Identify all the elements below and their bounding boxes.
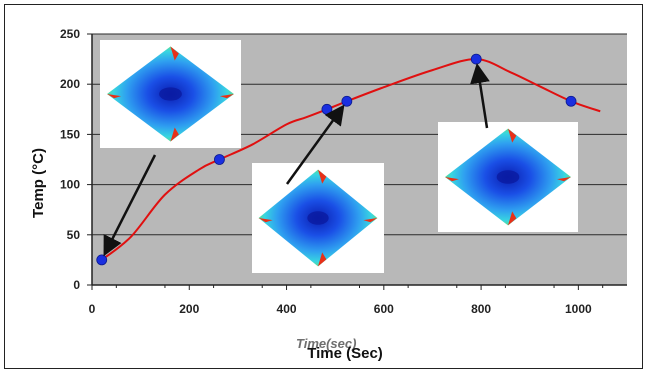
data-point-marker bbox=[214, 154, 225, 165]
y-tick-label: 50 bbox=[67, 228, 81, 242]
x-tick-label: 400 bbox=[277, 302, 297, 316]
annotation-arrows bbox=[103, 63, 490, 257]
y-axis-title: Temp (°C) bbox=[30, 148, 47, 218]
x-tick-label: 200 bbox=[179, 302, 199, 316]
y-tick-label: 100 bbox=[60, 178, 80, 192]
inset-heatmaps bbox=[100, 40, 578, 273]
x-tick-label: 0 bbox=[89, 302, 96, 316]
x-tick-label: 600 bbox=[374, 302, 394, 316]
inset-map-early bbox=[100, 40, 241, 148]
data-point-marker bbox=[96, 254, 108, 266]
x-axis-title: Time (Sec) bbox=[307, 345, 383, 362]
annotation-arrow bbox=[103, 154, 157, 257]
data-point-marker bbox=[565, 95, 577, 107]
y-tick-label: 250 bbox=[60, 27, 80, 41]
y-tick-label: 0 bbox=[73, 278, 80, 292]
x-tick-label: 1000 bbox=[565, 302, 592, 316]
data-point-marker bbox=[341, 95, 353, 107]
inset-map-peak bbox=[438, 122, 578, 232]
y-tick-label: 150 bbox=[60, 127, 80, 141]
y-axis-ticks: 0 50 100 150 200 250 bbox=[60, 27, 92, 292]
data-point-marker bbox=[321, 103, 333, 115]
x-tick-label: 800 bbox=[471, 302, 491, 316]
x-axis-ticks: 0 200 400 600 800 1000 bbox=[89, 285, 604, 316]
inset-map-middle bbox=[252, 163, 384, 273]
data-point-marker bbox=[470, 53, 482, 65]
annotation-arrow bbox=[470, 63, 490, 129]
overlapping-axis-label: Time(sec) bbox=[296, 336, 356, 351]
annotation-arrow bbox=[285, 104, 345, 185]
y-tick-label: 200 bbox=[60, 77, 80, 91]
